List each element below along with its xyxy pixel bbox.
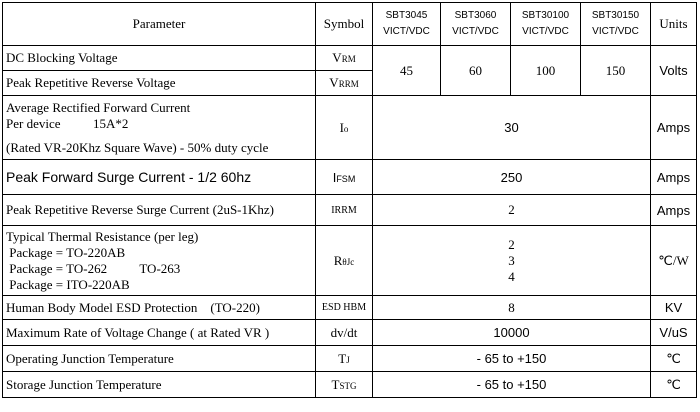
symbol-sub: FSM: [336, 173, 356, 184]
header-cell: SBT30150 VICT/VDC: [580, 2, 651, 46]
symbol: RθJc: [315, 225, 373, 296]
spec-table: Parameter Symbol SBT3045 VICT/VDC SBT3060…: [2, 2, 697, 398]
parameter: DC Blocking Voltage: [2, 45, 316, 71]
value: 150: [580, 45, 651, 96]
symbol-main: I: [332, 169, 337, 185]
symbol: IRRM: [315, 194, 373, 226]
parameter-line: Package = TO-262 TO-263: [6, 260, 181, 276]
parameter: Human Body Model ESD Protection (TO-220): [2, 295, 316, 320]
header-row: Parameter Symbol SBT3045 VICT/VDC SBT3060…: [2, 2, 697, 46]
row: Maximum Rate of Voltage Change ( at Rate…: [2, 319, 697, 346]
value: 100: [510, 45, 581, 96]
parameter: Maximum Rate of Voltage Change ( at Rate…: [2, 319, 316, 346]
parameter: Typical Thermal Resistance (per leg) Pac…: [2, 225, 316, 296]
symbol-sub: RRM: [338, 79, 359, 89]
value: 30: [372, 95, 651, 160]
symbol-sub: o: [343, 123, 349, 134]
row: Average Rectified Forward Current Per dev…: [2, 95, 697, 160]
parameter-line: (Rated VR-20Khz Square Wave) - 50% duty …: [6, 139, 269, 155]
model-sub: VICT/VDC: [383, 26, 430, 37]
header-cell: Symbol: [315, 2, 373, 46]
parameter-line: Typical Thermal Resistance (per leg): [6, 228, 199, 244]
unit: KV: [650, 295, 697, 320]
value-line: 3: [508, 252, 515, 268]
symbol-main: T: [331, 376, 340, 392]
model: SBT30150: [591, 10, 640, 21]
unit: Amps: [650, 95, 697, 160]
symbol-sub: STG: [339, 380, 357, 391]
header-cell: Units: [650, 2, 697, 46]
value: - 65 to +150: [372, 371, 651, 398]
header-cell: SBT3060 VICT/VDC: [440, 2, 511, 46]
unit: ℃/W: [650, 225, 697, 296]
symbol-main: V: [332, 50, 342, 65]
symbol: TJ: [315, 345, 373, 372]
row: Operating Junction Temperature TJ - 65 t…: [2, 345, 697, 372]
symbol: TSTG: [315, 371, 373, 398]
symbol-sub: RM: [341, 54, 356, 64]
row: DC Blocking Voltage VRM 45 60 100 150 Vo…: [2, 45, 697, 96]
value: 10000: [372, 319, 651, 346]
value: 2: [372, 194, 651, 226]
row: Peak Repetitive Reverse Surge Current (2…: [2, 194, 697, 226]
header-cell: SBT3045 VICT/VDC: [372, 2, 441, 46]
header-cell: SBT30100 VICT/VDC: [510, 2, 581, 46]
row: Storage Junction Temperature TSTG - 65 t…: [2, 371, 697, 398]
parameter-line: Package = ITO-220AB: [6, 276, 130, 292]
unit: V/uS: [650, 319, 697, 346]
unit: ℃: [650, 371, 697, 398]
symbol-sub: θJc: [342, 256, 355, 267]
value-line: 2: [508, 236, 515, 252]
symbol-main: R: [333, 252, 343, 268]
parameter: Operating Junction Temperature: [2, 345, 316, 372]
model-sub: VICT/VDC: [452, 26, 499, 37]
model: SBT3060: [454, 10, 497, 21]
model: SBT3045: [385, 10, 428, 21]
row: Peak Repetitive Reverse Voltage VRRM: [2, 70, 697, 96]
unit: Volts: [650, 45, 697, 96]
row: Typical Thermal Resistance (per leg) Pac…: [2, 225, 697, 296]
parameter-line: Package = TO-220AB: [6, 244, 126, 260]
value: 45: [372, 45, 441, 96]
parameter-line: Per device 15A*2: [6, 115, 129, 131]
value: 8: [372, 295, 651, 320]
parameter: Storage Junction Temperature: [2, 371, 316, 398]
symbol: IFSM: [315, 159, 373, 195]
value: 250: [372, 159, 651, 195]
model-sub: VICT/VDC: [592, 26, 639, 37]
symbol: VRRM: [315, 70, 373, 96]
value: - 65 to +150: [372, 345, 651, 372]
row: Human Body Model ESD Protection (TO-220)…: [2, 295, 697, 320]
model: SBT30100: [521, 10, 570, 21]
symbol: VRM: [315, 45, 373, 71]
symbol-main: V: [329, 75, 339, 90]
header-cell: Parameter: [2, 2, 316, 46]
parameter-line: Average Rectified Forward Current: [6, 99, 191, 115]
model-sub: VICT/VDC: [522, 26, 569, 37]
row: Peak Forward Surge Current - 1/2 60hz IF…: [2, 159, 697, 195]
symbol-sub: J: [346, 354, 350, 365]
symbol: dv/dt: [315, 319, 373, 346]
unit: Amps: [650, 159, 697, 195]
parameter: Average Rectified Forward Current Per dev…: [2, 95, 316, 160]
symbol: ESD HBM: [315, 295, 373, 320]
symbol: Io: [315, 95, 373, 160]
parameter: Peak Repetitive Reverse Voltage: [2, 70, 316, 96]
parameter: Peak Repetitive Reverse Surge Current (2…: [2, 194, 316, 226]
unit: Amps: [650, 194, 697, 226]
value: 60: [440, 45, 511, 96]
symbol-main: T: [338, 350, 347, 366]
parameter: Peak Forward Surge Current - 1/2 60hz: [2, 159, 316, 195]
unit: ℃: [650, 345, 697, 372]
value-line: 4: [508, 268, 515, 284]
symbol-main: I: [339, 119, 344, 135]
